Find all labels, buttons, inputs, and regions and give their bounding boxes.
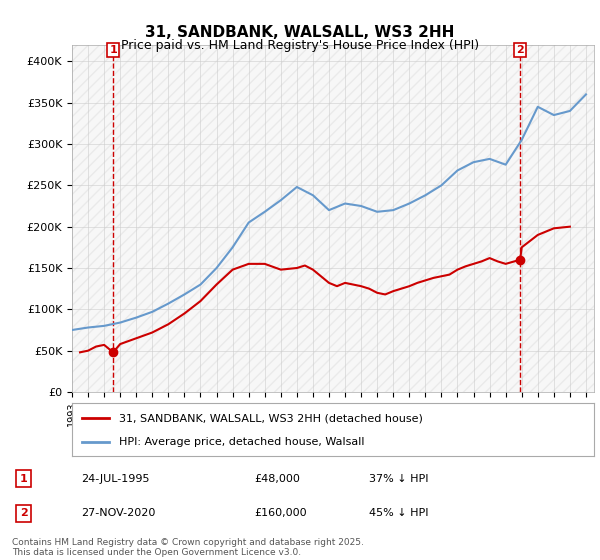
- Text: 27-NOV-2020: 27-NOV-2020: [81, 508, 155, 519]
- Text: HPI: Average price, detached house, Walsall: HPI: Average price, detached house, Wals…: [119, 436, 364, 446]
- Bar: [72, 45, 594, 392]
- Text: £160,000: £160,000: [254, 508, 307, 519]
- Text: Price paid vs. HM Land Registry's House Price Index (HPI): Price paid vs. HM Land Registry's House …: [121, 39, 479, 52]
- Text: 31, SANDBANK, WALSALL, WS3 2HH: 31, SANDBANK, WALSALL, WS3 2HH: [145, 25, 455, 40]
- Text: 45% ↓ HPI: 45% ↓ HPI: [369, 508, 428, 519]
- Text: £48,000: £48,000: [254, 474, 300, 484]
- Text: 1: 1: [109, 45, 117, 55]
- Text: 37% ↓ HPI: 37% ↓ HPI: [369, 474, 428, 484]
- Text: 2: 2: [516, 45, 524, 55]
- Text: 31, SANDBANK, WALSALL, WS3 2HH (detached house): 31, SANDBANK, WALSALL, WS3 2HH (detached…: [119, 413, 423, 423]
- Text: 24-JUL-1995: 24-JUL-1995: [81, 474, 149, 484]
- Text: 2: 2: [20, 508, 28, 519]
- Text: 1: 1: [20, 474, 28, 484]
- Text: Contains HM Land Registry data © Crown copyright and database right 2025.
This d: Contains HM Land Registry data © Crown c…: [12, 538, 364, 557]
